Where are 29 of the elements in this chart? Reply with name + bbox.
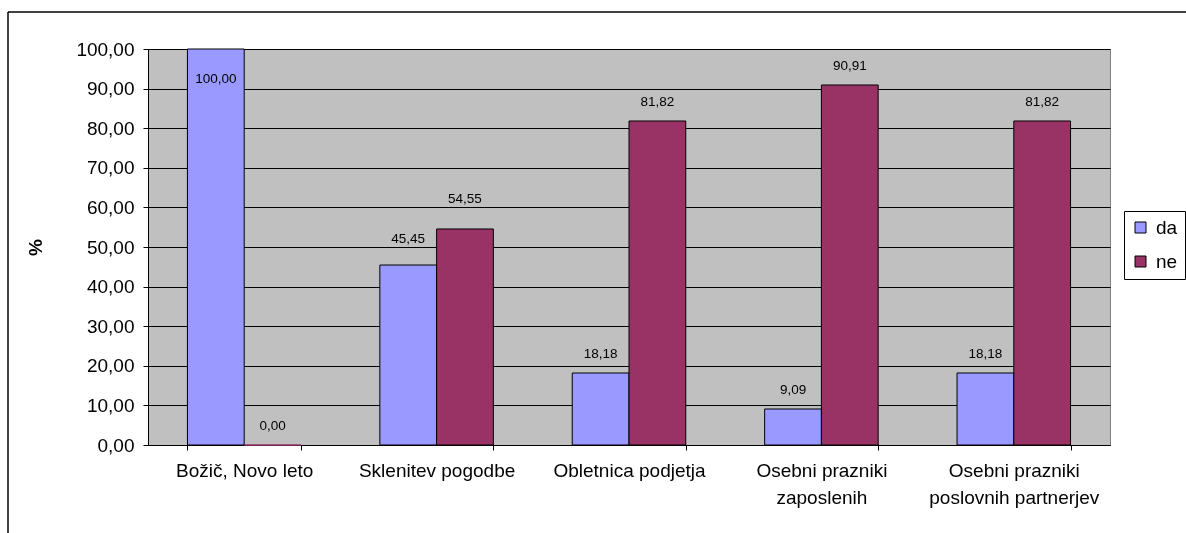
y-tick-label: 40,00 — [86, 276, 135, 298]
legend-label: ne — [1156, 250, 1178, 272]
x-tick-label: Osebni prazniki poslovnih partnerjev — [929, 459, 1100, 508]
y-tick-label: 70,00 — [86, 157, 135, 179]
data-label: 54,55 — [448, 190, 482, 206]
data-label: 81,82 — [1025, 93, 1060, 109]
y-tick-label: 100,00 — [76, 38, 135, 60]
legend-label: da — [1156, 216, 1178, 238]
y-tick-label: 0,00 — [97, 434, 135, 456]
data-label: 100,00 — [195, 71, 237, 86]
y-tick-label: 90,00 — [86, 78, 135, 100]
data-label: 90,91 — [832, 58, 867, 73]
data-label: 18,18 — [583, 346, 618, 362]
x-tick-label: Božič, Novo leto — [176, 459, 314, 481]
y-tick-label: 10,00 — [86, 394, 135, 416]
y-axis-title: % — [24, 238, 46, 256]
y-tick-label: 60,00 — [86, 196, 135, 218]
x-tick-label: Obletnica podjetja — [553, 459, 706, 481]
data-label: 18,18 — [968, 346, 1003, 362]
data-label: 9,09 — [779, 382, 807, 397]
x-tick-label: Sklenitev pogodbe — [358, 459, 516, 481]
x-tick-label: Osebni prazniki zaposlenih — [756, 459, 888, 508]
y-tick-label: 20,00 — [86, 355, 135, 377]
y-tick-label: 50,00 — [86, 236, 135, 258]
y-tick-label: 30,00 — [86, 315, 135, 337]
data-label: 45,45 — [391, 231, 426, 247]
data-label: 81,82 — [640, 93, 675, 109]
data-label: 0,00 — [259, 418, 286, 433]
y-tick-label: 80,00 — [86, 117, 135, 139]
